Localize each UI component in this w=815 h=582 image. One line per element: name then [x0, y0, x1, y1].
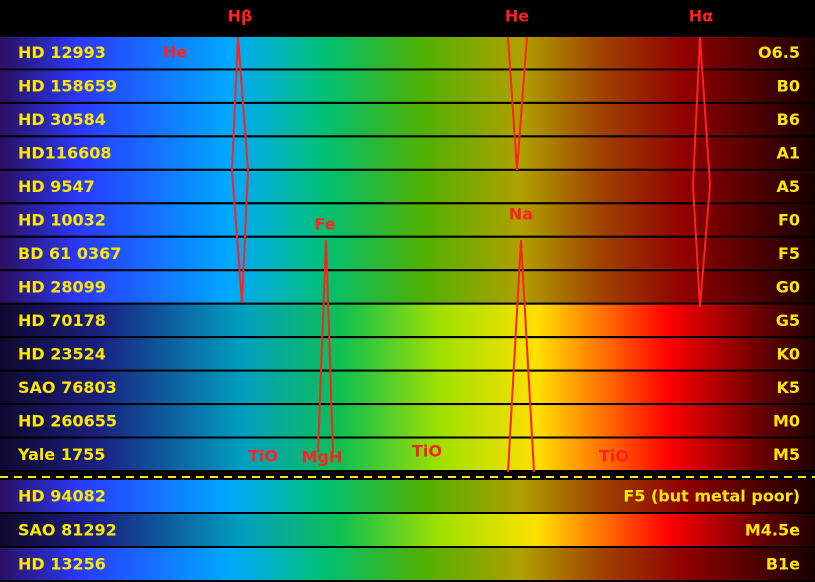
star-name: HD116608	[18, 144, 111, 163]
top-label: He	[505, 7, 529, 26]
spectra-canvas: HD 12993 O6.5 HD 158659 B0 HD 30584 B6 HD11660…	[0, 0, 815, 582]
annotation: Fe	[314, 215, 335, 234]
star-name: SAO 76803	[18, 378, 117, 397]
star-name: BD 61 0367	[18, 244, 121, 263]
spectral-type: K0	[776, 344, 800, 363]
top-label: Hβ	[228, 7, 253, 26]
annotation: TiO	[412, 442, 442, 461]
spectrum-row	[0, 37, 815, 68]
spectral-type: F5 (but metal poor)	[623, 487, 800, 506]
spectrum-row	[0, 548, 815, 580]
spectrum-row	[0, 305, 815, 336]
spectral-type: M5	[773, 445, 800, 464]
star-name: Yale 1755	[17, 445, 105, 464]
spectral-type: F5	[778, 244, 800, 263]
spectrum-row	[0, 439, 815, 470]
spectrum-row	[0, 204, 815, 235]
star-name: SAO 81292	[18, 521, 117, 540]
star-name: HD 30584	[18, 110, 106, 129]
spectral-type: M4.5e	[745, 521, 800, 540]
spectrum-row	[0, 514, 815, 546]
top-label: Hα	[689, 7, 713, 26]
spectrum-row	[0, 405, 815, 436]
star-name: HD 94082	[18, 487, 106, 506]
spectral-type: B0	[777, 77, 800, 96]
spectral-type: F0	[778, 211, 800, 230]
spectrum-row	[0, 70, 815, 101]
star-name: HD 10032	[18, 211, 106, 230]
spectra-figure: HD 12993 O6.5 HD 158659 B0 HD 30584 B6 HD11660…	[0, 0, 815, 582]
spectrum-row	[0, 137, 815, 168]
annotation: Na	[509, 205, 533, 224]
star-name: HD 260655	[18, 411, 117, 430]
spectral-type: O6.5	[758, 43, 800, 62]
spectrum-row	[0, 104, 815, 135]
spectral-type: B1e	[766, 555, 800, 574]
star-name: HD 158659	[18, 77, 117, 96]
spectrum-row	[0, 271, 815, 302]
star-name: HD 12993	[18, 43, 106, 62]
annotation: MgH	[302, 448, 343, 467]
spectral-type: K5	[776, 378, 800, 397]
spectral-type: M0	[773, 411, 800, 430]
spectral-type: G0	[776, 277, 800, 296]
spectral-type: A1	[776, 144, 800, 163]
spectral-type: B6	[777, 110, 800, 129]
spectra-rows: HD 12993 O6.5 HD 158659 B0 HD 30584 B6 HD11660…	[0, 37, 815, 581]
annotation: TiO	[599, 447, 629, 466]
star-name: HD 23524	[18, 344, 106, 363]
star-name: HD 9547	[18, 177, 95, 196]
spectrum-row	[0, 372, 815, 403]
spectrum-row	[0, 338, 815, 369]
star-name: HD 28099	[18, 277, 106, 296]
annotation: TiO	[248, 447, 278, 466]
spectrum-row	[0, 238, 815, 269]
spectral-type: G5	[776, 311, 800, 330]
star-name: HD 70178	[18, 311, 106, 330]
annotation: He	[163, 43, 187, 62]
star-name: HD 13256	[18, 555, 106, 574]
spectral-type: A5	[776, 177, 800, 196]
